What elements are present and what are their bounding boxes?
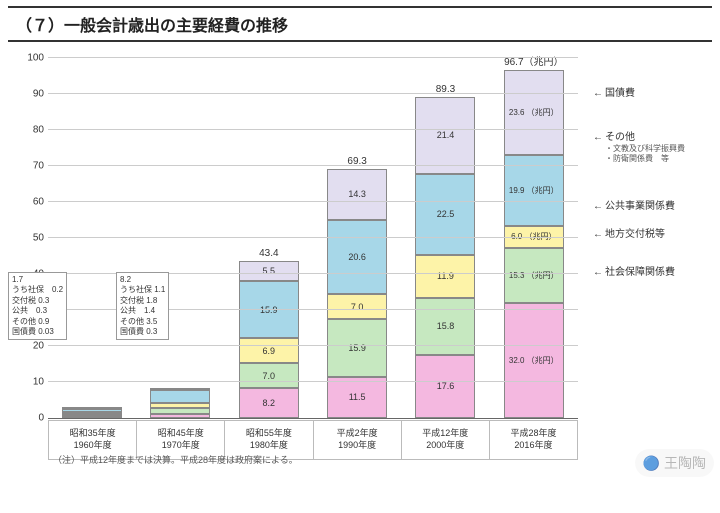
segment-social: 8.2 — [239, 388, 299, 418]
segment-bond: 21.4 — [415, 97, 475, 174]
segment-social: 11.5 — [327, 377, 387, 418]
bar-column: 17.615.811.922.521.489.3 — [401, 58, 489, 418]
gridline — [48, 237, 578, 238]
y-tick: 50 — [33, 233, 44, 244]
segment-social: 32.0 （兆円） — [504, 303, 564, 418]
segment-other: 20.6 — [327, 220, 387, 294]
y-tick: 100 — [27, 53, 44, 64]
chart-area: 0102030405060708090100 8.27.06.915.95.54… — [8, 50, 712, 470]
bar-stack: 8.27.06.915.95.543.4 — [239, 261, 299, 418]
gridline — [48, 201, 578, 202]
segment-public: 6.9 — [239, 338, 299, 363]
gridline — [48, 165, 578, 166]
title-bar: （７）一般会計歳出の主要経費の推移 — [8, 6, 712, 42]
bar-column: 8.27.06.915.95.543.4 — [225, 58, 313, 418]
y-tick: 0 — [38, 413, 44, 424]
watermark: 🔵 王陶陶 — [635, 449, 714, 477]
bar-total: 96.7（兆円） — [504, 53, 563, 68]
y-tick: 90 — [33, 89, 44, 100]
legend-item-public: ←公共事業関係費 — [593, 201, 718, 213]
bar-column: 32.0 （兆円）15.3 （兆円）6.0 （兆円）19.9 （兆円）23.6 … — [490, 58, 578, 418]
segment-social — [62, 416, 122, 418]
segment-local: 7.0 — [239, 363, 299, 388]
callout-1960: 1.7うち社保 0.2交付税 0.3公共 0.3その他 0.9国債費 0.03 — [8, 272, 67, 340]
gridline — [48, 93, 578, 94]
segment-local: 15.8 — [415, 298, 475, 355]
bar-column — [48, 58, 136, 418]
y-tick: 60 — [33, 197, 44, 208]
gridline — [48, 345, 578, 346]
segment-other — [150, 390, 210, 403]
y-tick: 70 — [33, 161, 44, 172]
bar-total: 43.4 — [259, 248, 278, 259]
segment-local: 15.9 — [327, 319, 387, 376]
y-axis: 0102030405060708090100 — [8, 58, 48, 418]
segment-bond: 5.5 — [239, 261, 299, 281]
legend-item-bond: ←国債費 — [593, 88, 718, 100]
bar-stack — [150, 388, 210, 418]
callout-1970: 8.2うち社保 1.1交付税 1.8公共 1.4その他 3.5国債費 0.3 — [116, 272, 169, 340]
y-tick: 80 — [33, 125, 44, 136]
gridline — [48, 129, 578, 130]
bar-column — [136, 58, 224, 418]
segment-public: 11.9 — [415, 255, 475, 298]
segment-bond: 23.6 （兆円） — [504, 70, 564, 155]
x-category: 平成28年度2016年度 — [490, 420, 578, 460]
y-tick: 10 — [33, 377, 44, 388]
gridline — [48, 381, 578, 382]
bars-container: 8.27.06.915.95.543.411.515.97.020.614.36… — [48, 58, 578, 418]
chart-title: （７）一般会計歳出の主要経費の推移 — [16, 12, 704, 36]
plot-area: 8.27.06.915.95.543.411.515.97.020.614.36… — [48, 58, 578, 419]
segment-other: 22.5 — [415, 174, 475, 255]
bar-stack: 32.0 （兆円）15.3 （兆円）6.0 （兆円）19.9 （兆円）23.6 … — [504, 70, 564, 418]
y-tick: 20 — [33, 341, 44, 352]
segment-bond: 14.3 — [327, 169, 387, 220]
legend-item-other: ←その他・文教及び科学振興費・防衛関係費 等 — [593, 132, 718, 163]
bar-stack — [62, 407, 122, 418]
x-category: 平成12年度2000年度 — [402, 420, 490, 460]
legend: ←国債費 ←その他・文教及び科学振興費・防衛関係費 等 ←公共事業関係費 ←地方交付税… — [593, 88, 718, 321]
bar-column: 11.515.97.020.614.369.3 — [313, 58, 401, 418]
segment-social — [150, 414, 210, 418]
segment-social: 17.6 — [415, 355, 475, 418]
legend-item-social: ←社会保障関係費 — [593, 267, 718, 279]
segment-local: 15.3 （兆円） — [504, 248, 564, 303]
segment-public: 7.0 — [327, 294, 387, 319]
legend-item-local: ←地方交付税等 — [593, 229, 718, 241]
footnote: （注）平成12年度までは決算。平成28年度は政府案による。 — [53, 453, 298, 466]
bar-stack: 17.615.811.922.521.489.3 — [415, 97, 475, 418]
gridline — [48, 57, 578, 58]
x-category: 平成2年度1990年度 — [314, 420, 402, 460]
